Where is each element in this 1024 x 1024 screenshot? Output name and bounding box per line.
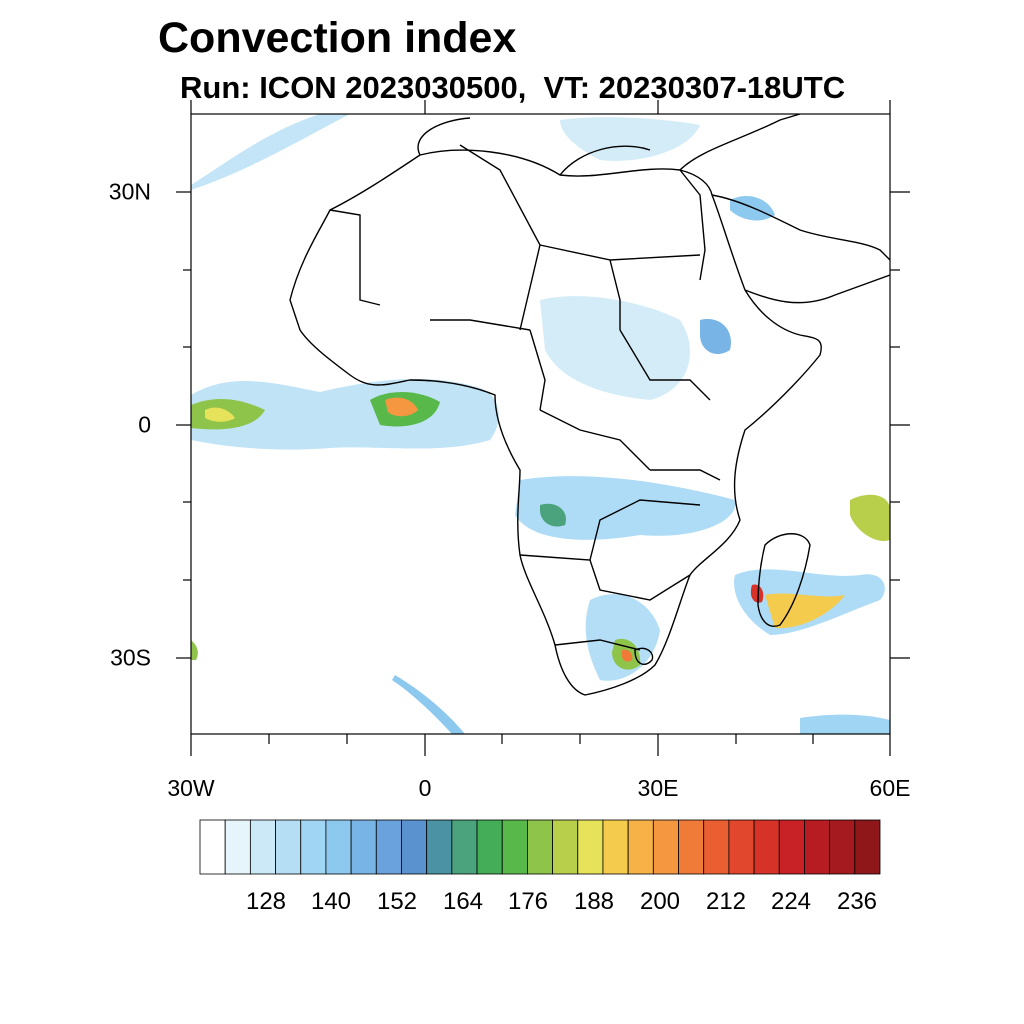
lon-label-30e: 30E	[637, 775, 679, 801]
colorbar-label: 164	[442, 888, 484, 915]
colorbar	[199, 819, 881, 875]
colorbar-label: 212	[705, 888, 747, 915]
madagascar-coastline	[757, 533, 811, 627]
convection-peak-gulf-guinea	[385, 397, 418, 417]
colorbar-swatch	[350, 819, 377, 875]
colorbar-label: 140	[310, 888, 352, 915]
colorbar-swatch	[527, 819, 553, 875]
map-title: Convection index	[158, 14, 517, 62]
internal-border-central	[430, 319, 721, 481]
colorbar-swatch	[451, 819, 478, 875]
colorbar-swatch	[602, 819, 629, 875]
colorbar-label: 200	[639, 888, 681, 915]
colorbar-swatch	[426, 819, 453, 875]
colorbar-swatch	[854, 819, 881, 875]
internal-border-sahara	[329, 144, 706, 331]
convection-region-south-atlantic	[392, 675, 465, 734]
lon-label-30w: 30W	[167, 775, 215, 801]
convection-region-mediterranean	[560, 117, 700, 161]
colorbar-swatch	[753, 819, 780, 875]
colorbar-swatch	[728, 819, 755, 875]
lat-label-30s: 30S	[110, 644, 151, 671]
convection-region-ethiopia	[700, 319, 731, 355]
internal-border-south	[519, 499, 701, 651]
convection-region-southern-ocean	[800, 714, 890, 734]
lon-label-0: 0	[418, 775, 432, 801]
colorbar-swatch	[652, 819, 679, 875]
convection-region-north-atlantic	[191, 114, 350, 190]
map-subtitle: Run: ICON 2023030500, VT: 20230307-18UTC	[180, 70, 846, 105]
colorbar-swatch	[249, 819, 276, 875]
colorbar-label: 176	[507, 888, 549, 915]
colorbar-swatch	[678, 819, 705, 875]
convection-region-indian-ocean-east	[850, 494, 890, 541]
convection-core-angola	[540, 503, 566, 527]
colorbar-swatch	[627, 819, 654, 875]
convection-region-south-africa	[585, 594, 660, 681]
convection-peak-madagascar	[750, 584, 764, 603]
colorbar-swatch	[275, 819, 302, 875]
colorbar-swatch	[401, 819, 428, 875]
arabia-coastline	[711, 194, 890, 304]
colorbar-swatch	[577, 819, 604, 875]
mediterranean-coastline	[417, 114, 801, 176]
plot-frame	[190, 113, 891, 735]
colorbar-label: 236	[836, 888, 878, 915]
colorbar-label: 128	[245, 888, 287, 915]
colorbar-swatch	[552, 819, 579, 875]
colorbar-swatch	[375, 819, 402, 875]
coastline-layer	[289, 114, 890, 696]
colorbar-swatch	[501, 819, 528, 875]
lat-ticks	[176, 191, 910, 659]
convection-core-atlantic-west-peak	[205, 407, 235, 422]
lon-label-60e: 60E	[869, 775, 911, 801]
colorbar-label: 188	[573, 888, 615, 915]
lat-label-30n: 30N	[108, 178, 151, 205]
colorbar-swatch	[300, 819, 327, 875]
colorbar-swatch	[778, 819, 805, 875]
colorbar-swatch	[804, 819, 831, 875]
lon-ticks	[190, 100, 891, 756]
colorbar-swatch	[703, 819, 730, 875]
colorbar-swatch	[325, 819, 352, 875]
lesotho-border	[634, 647, 654, 666]
colorbar-swatch	[199, 819, 226, 875]
colorbar-label: 224	[770, 888, 812, 915]
lat-label-0: 0	[138, 411, 151, 438]
convection-peak-south-africa	[621, 649, 633, 662]
convection-region-far-south-atlantic	[191, 640, 198, 660]
colorbar-swatch	[224, 819, 251, 875]
colorbar-label: 152	[376, 888, 418, 915]
colorbar-swatch	[829, 819, 856, 875]
convection-field	[191, 114, 890, 734]
africa-coastline	[289, 149, 822, 696]
convection-region-sudan	[540, 296, 690, 400]
convection-core-madagascar	[765, 593, 845, 629]
colorbar-swatch	[476, 819, 503, 875]
